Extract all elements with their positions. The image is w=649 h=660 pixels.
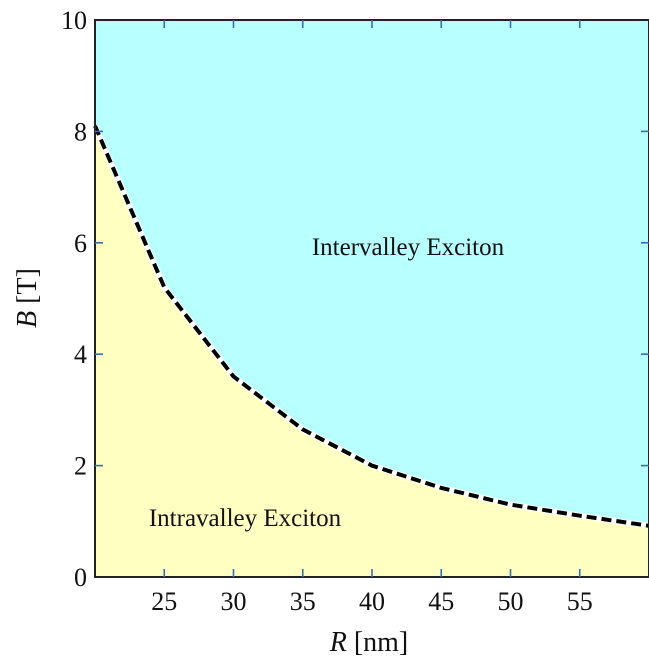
x-tick-label: 40 (359, 587, 385, 616)
regions-layer (95, 20, 649, 578)
x-tick-label: 25 (151, 587, 177, 616)
x-tick-label: 50 (498, 587, 524, 616)
x-tick-label: 45 (428, 587, 454, 616)
y-axis-label: B [T] (12, 268, 43, 328)
intravalley-region (95, 125, 649, 578)
boundary-line (93, 125, 649, 528)
x-axis-label: R [nm] (329, 627, 409, 658)
x-tick-label: 35 (290, 587, 316, 616)
tick-labels-layer: 25 30 35 40 45 50 55 0 2 4 6 8 10 (61, 6, 593, 616)
y-tick-label: 10 (61, 6, 87, 35)
intervalley-region (95, 20, 649, 526)
y-tick-label: 2 (74, 452, 87, 481)
y-tick-label: 0 (74, 563, 87, 592)
boundary-layer (92, 124, 649, 529)
intravalley-label: Intravalley Exciton (149, 505, 342, 532)
x-tick-label: 30 (221, 587, 247, 616)
y-tick-label: 4 (74, 340, 87, 369)
region-labels-layer: Intervalley Exciton Intravalley Exciton (149, 234, 505, 532)
x-tick-label: 55 (567, 587, 593, 616)
ticks-layer (95, 20, 649, 577)
intervalley-label: Intervalley Exciton (312, 234, 505, 261)
y-tick-label: 6 (74, 229, 87, 258)
y-tick-label: 8 (74, 117, 87, 146)
